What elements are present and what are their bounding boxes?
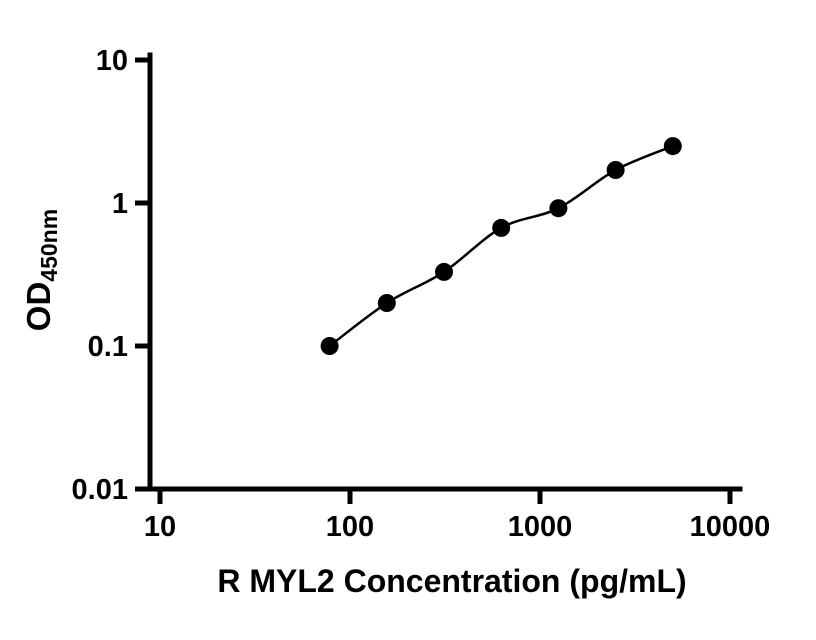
data-point-marker [435,262,453,281]
data-point-marker [320,337,339,355]
ticks-layer: 10 100 1000 10000 0.01 0.1 1 10 [72,45,771,543]
y-axis-title-main: OD [20,282,57,332]
data-point-marker [377,294,396,312]
x-tick-label: 10 [144,511,176,543]
y-tick-label: 0.1 [88,331,128,363]
y-tick-label: 1 [112,188,128,220]
y-axis-title-sub: 450nm [36,209,62,282]
data-point-marker [549,199,568,218]
data-point-marker [492,218,511,237]
x-tick-label: 10000 [690,511,771,543]
x-tick-label: 1000 [508,511,573,543]
y-axis-title: OD450nm [20,209,62,331]
data-point-marker [606,161,625,179]
y-tick-label: 0.01 [72,474,128,506]
y-tick-label: 10 [96,45,128,77]
axes-layer [147,52,743,492]
x-tick-label: 100 [326,511,374,543]
x-axis-title: R MYL2 Concentration (pg/mL) [217,563,686,599]
data-points-layer [320,137,682,355]
data-point-marker [663,137,682,156]
